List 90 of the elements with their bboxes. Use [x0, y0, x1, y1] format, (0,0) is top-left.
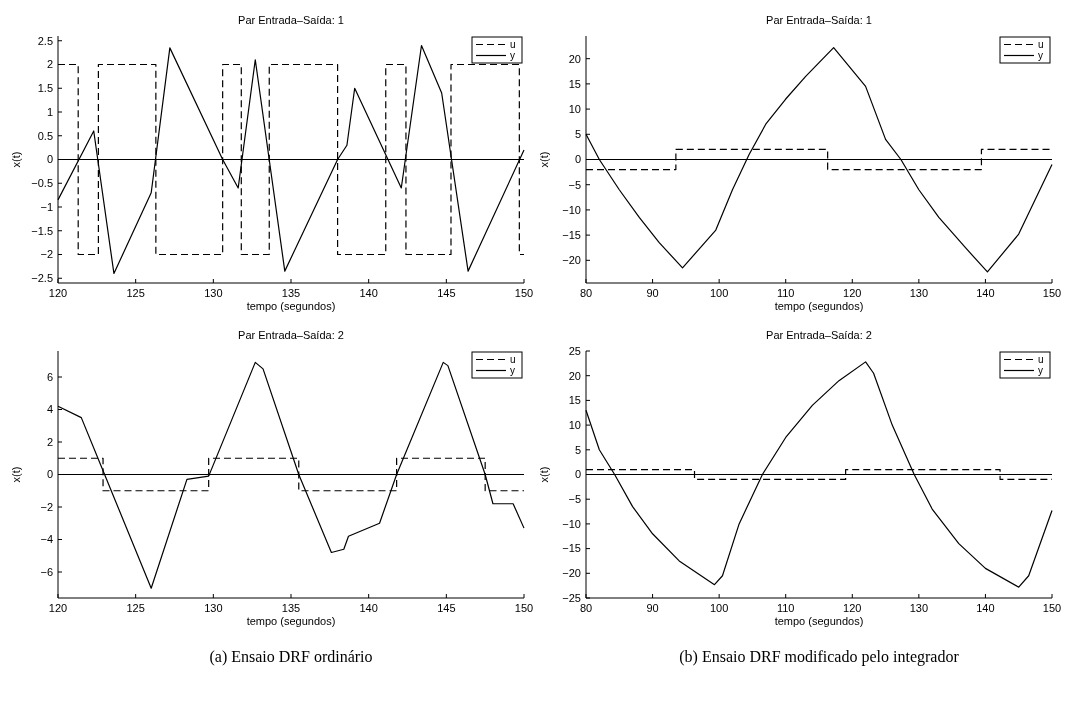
- x-axis-title: tempo (segundos): [774, 615, 864, 627]
- x-tick-label: 145: [437, 602, 456, 614]
- legend-label: u: [1038, 39, 1044, 50]
- y-tick-label: 2.5: [37, 34, 53, 47]
- x-tick-label: 130: [909, 287, 929, 299]
- legend-label: y: [510, 365, 515, 376]
- chart-title: Par Entrada–Saída: 1: [766, 14, 872, 26]
- x-tick-label: 135: [281, 602, 301, 614]
- x-tick-label: 110: [776, 287, 795, 299]
- y-tick-label: −6: [40, 565, 53, 578]
- y-tick-label: 2: [46, 58, 53, 71]
- y-axis-title: x(t): [10, 466, 22, 483]
- y-tick-label: 1: [46, 105, 53, 118]
- legend-label: y: [1038, 365, 1043, 376]
- y-tick-label: 0: [574, 468, 581, 481]
- y-tick-label: −2.5: [31, 272, 53, 285]
- x-tick-label: 130: [204, 287, 223, 299]
- y-tick-label: −20: [562, 254, 581, 267]
- y-tick-label: 25: [568, 344, 581, 357]
- y-tick-label: 1.5: [37, 82, 53, 95]
- x-tick-label: 120: [48, 602, 68, 614]
- y-tick-label: −10: [562, 517, 581, 530]
- y-tick-label: −2: [40, 500, 53, 513]
- x-tick-label: 125: [126, 602, 145, 614]
- legend-label: u: [1038, 354, 1044, 365]
- y-tick-label: −1.5: [31, 224, 53, 237]
- y-tick-label: 10: [568, 418, 581, 431]
- legend-label: u: [510, 39, 516, 50]
- x-tick-label: 120: [48, 287, 68, 299]
- y-tick-label: −10: [562, 203, 581, 216]
- x-tick-label: 80: [579, 602, 593, 614]
- chart-title: Par Entrada–Saída: 1: [238, 14, 344, 26]
- legend-label: y: [1038, 50, 1043, 61]
- x-tick-label: 80: [579, 287, 593, 299]
- y-tick-label: 2: [46, 435, 53, 448]
- x-tick-label: 150: [1042, 602, 1062, 614]
- y-tick-label: −1: [40, 200, 53, 213]
- y-tick-label: 15: [568, 394, 581, 407]
- chart-title: Par Entrada–Saída: 2: [238, 329, 344, 341]
- x-tick-label: 150: [514, 287, 534, 299]
- y-tick-label: −0.5: [31, 177, 53, 190]
- legend-label: y: [510, 50, 515, 61]
- x-axis-title: tempo (segundos): [246, 615, 336, 627]
- x-tick-label: 110: [776, 602, 795, 614]
- x-tick-label: 140: [976, 287, 995, 299]
- y-tick-label: −2: [40, 248, 53, 261]
- y-tick-label: 4: [46, 403, 53, 416]
- x-tick-label: 130: [909, 602, 929, 614]
- x-tick-label: 100: [709, 602, 729, 614]
- x-tick-label: 90: [646, 602, 659, 614]
- y-tick-label: −4: [40, 533, 53, 546]
- x-tick-label: 125: [126, 287, 145, 299]
- x-tick-label: 135: [281, 287, 301, 299]
- y-tick-label: 5: [574, 128, 581, 141]
- x-tick-label: 120: [843, 602, 862, 614]
- x-tick-label: 140: [359, 287, 378, 299]
- y-tick-label: 0: [574, 153, 581, 166]
- y-tick-label: −5: [568, 493, 581, 506]
- y-tick-label: 0: [46, 468, 53, 481]
- x-tick-label: 100: [709, 287, 729, 299]
- y-axis-title: x(t): [538, 466, 550, 483]
- y-tick-label: 6: [46, 370, 53, 383]
- x-tick-label: 150: [1042, 287, 1062, 299]
- y-tick-label: −20: [562, 567, 581, 580]
- legend-label: u: [510, 354, 516, 365]
- text: (b) Ensaio DRF modificado pelo integrador: [679, 648, 960, 666]
- y-tick-label: 5: [574, 443, 581, 456]
- text: (a) Ensaio DRF ordinário: [209, 648, 373, 666]
- x-tick-label: 140: [976, 602, 995, 614]
- x-tick-label: 145: [437, 287, 456, 299]
- chart-title: Par Entrada–Saída: 2: [766, 329, 872, 341]
- y-tick-label: 0.5: [37, 129, 53, 142]
- x-tick-label: 120: [843, 287, 862, 299]
- y-axis-title: x(t): [10, 151, 22, 168]
- x-tick-label: 140: [359, 602, 378, 614]
- x-axis-title: tempo (segundos): [774, 300, 864, 312]
- x-tick-label: 130: [204, 602, 223, 614]
- y-tick-label: −15: [562, 542, 581, 555]
- y-tick-label: −5: [568, 178, 581, 191]
- y-axis-title: x(t): [538, 151, 550, 168]
- x-tick-label: 150: [514, 602, 534, 614]
- y-tick-label: −15: [562, 228, 581, 241]
- y-tick-label: 20: [568, 369, 581, 382]
- y-tick-label: 0: [46, 153, 53, 166]
- x-tick-label: 90: [646, 287, 659, 299]
- y-tick-label: 20: [568, 52, 581, 65]
- y-tick-label: 10: [568, 102, 581, 115]
- y-tick-label: 15: [568, 77, 581, 90]
- y-tick-label: −25: [562, 591, 581, 604]
- x-axis-title: tempo (segundos): [246, 300, 336, 312]
